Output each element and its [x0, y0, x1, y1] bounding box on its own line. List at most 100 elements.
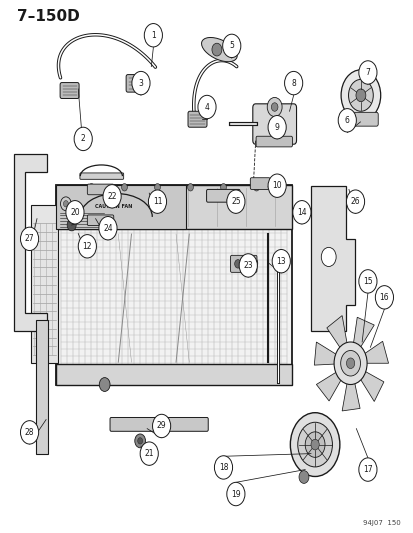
- Circle shape: [346, 358, 354, 368]
- Polygon shape: [326, 316, 346, 348]
- Circle shape: [267, 98, 281, 117]
- Circle shape: [268, 174, 285, 197]
- FancyBboxPatch shape: [60, 83, 79, 99]
- Circle shape: [88, 183, 94, 191]
- Text: 21: 21: [144, 449, 154, 458]
- Ellipse shape: [201, 37, 237, 62]
- Text: 7: 7: [365, 68, 370, 77]
- Circle shape: [138, 438, 142, 444]
- FancyBboxPatch shape: [206, 189, 240, 202]
- Circle shape: [99, 377, 110, 391]
- Text: 2: 2: [81, 134, 85, 143]
- Text: 18: 18: [218, 463, 228, 472]
- Text: 5: 5: [229, 42, 234, 51]
- Circle shape: [284, 71, 302, 95]
- Circle shape: [214, 456, 232, 479]
- Circle shape: [268, 116, 285, 139]
- Text: 13: 13: [276, 257, 285, 265]
- Circle shape: [271, 249, 290, 273]
- Circle shape: [346, 190, 364, 213]
- Circle shape: [132, 71, 150, 95]
- Circle shape: [144, 23, 162, 47]
- FancyBboxPatch shape: [31, 205, 58, 364]
- Circle shape: [21, 421, 38, 444]
- Circle shape: [121, 183, 127, 191]
- Circle shape: [320, 247, 335, 266]
- Text: 4: 4: [204, 102, 209, 111]
- Text: 27: 27: [25, 235, 34, 244]
- Circle shape: [135, 434, 145, 448]
- Text: 9: 9: [274, 123, 279, 132]
- Text: 15: 15: [362, 277, 372, 286]
- Circle shape: [140, 442, 158, 465]
- Circle shape: [290, 413, 339, 477]
- FancyBboxPatch shape: [230, 255, 256, 272]
- FancyBboxPatch shape: [188, 111, 206, 127]
- Circle shape: [211, 43, 221, 56]
- Circle shape: [248, 257, 257, 269]
- FancyBboxPatch shape: [56, 185, 291, 229]
- Circle shape: [253, 183, 259, 191]
- FancyBboxPatch shape: [126, 75, 147, 92]
- Circle shape: [340, 70, 380, 121]
- Circle shape: [226, 482, 244, 506]
- Text: 7–150D: 7–150D: [17, 9, 80, 23]
- Circle shape: [220, 183, 226, 191]
- Circle shape: [358, 458, 376, 481]
- Circle shape: [21, 227, 38, 251]
- Polygon shape: [316, 372, 340, 401]
- Circle shape: [105, 187, 115, 199]
- Text: 20: 20: [70, 208, 80, 217]
- Text: 24: 24: [103, 224, 112, 233]
- Circle shape: [148, 190, 166, 213]
- Polygon shape: [310, 185, 354, 332]
- Circle shape: [340, 351, 360, 376]
- Circle shape: [348, 79, 373, 111]
- Circle shape: [278, 183, 283, 191]
- Circle shape: [298, 471, 308, 483]
- Circle shape: [358, 270, 376, 293]
- Circle shape: [375, 286, 392, 309]
- Circle shape: [297, 422, 332, 467]
- Circle shape: [103, 184, 121, 208]
- Circle shape: [74, 127, 92, 151]
- Text: CAUTION FAN: CAUTION FAN: [95, 204, 132, 209]
- Circle shape: [355, 89, 365, 102]
- Circle shape: [304, 432, 324, 457]
- Circle shape: [99, 216, 117, 240]
- Text: 17: 17: [362, 465, 372, 474]
- Circle shape: [187, 183, 193, 191]
- Polygon shape: [313, 342, 336, 365]
- Circle shape: [60, 197, 71, 211]
- FancyBboxPatch shape: [56, 185, 186, 229]
- FancyBboxPatch shape: [110, 417, 208, 431]
- Polygon shape: [341, 383, 359, 411]
- FancyBboxPatch shape: [256, 136, 292, 147]
- Text: 94J07  150: 94J07 150: [362, 520, 400, 526]
- Text: 3: 3: [138, 78, 143, 87]
- Text: 22: 22: [107, 192, 116, 201]
- Text: 10: 10: [272, 181, 281, 190]
- Text: 8: 8: [291, 78, 295, 87]
- Circle shape: [63, 200, 68, 207]
- Circle shape: [292, 200, 310, 224]
- Circle shape: [108, 190, 112, 196]
- Polygon shape: [353, 317, 373, 348]
- Circle shape: [333, 342, 366, 384]
- Text: 14: 14: [297, 208, 306, 217]
- Circle shape: [234, 260, 241, 268]
- Circle shape: [222, 34, 240, 58]
- Text: 6: 6: [344, 116, 349, 125]
- Text: 16: 16: [379, 293, 388, 302]
- Circle shape: [67, 219, 76, 231]
- Circle shape: [154, 183, 160, 191]
- Circle shape: [152, 414, 170, 438]
- FancyBboxPatch shape: [36, 320, 47, 454]
- Circle shape: [271, 103, 277, 111]
- Circle shape: [310, 439, 318, 450]
- Circle shape: [226, 190, 244, 213]
- Circle shape: [358, 61, 376, 84]
- Text: 26: 26: [350, 197, 359, 206]
- Text: 1: 1: [151, 31, 155, 40]
- FancyBboxPatch shape: [250, 177, 269, 189]
